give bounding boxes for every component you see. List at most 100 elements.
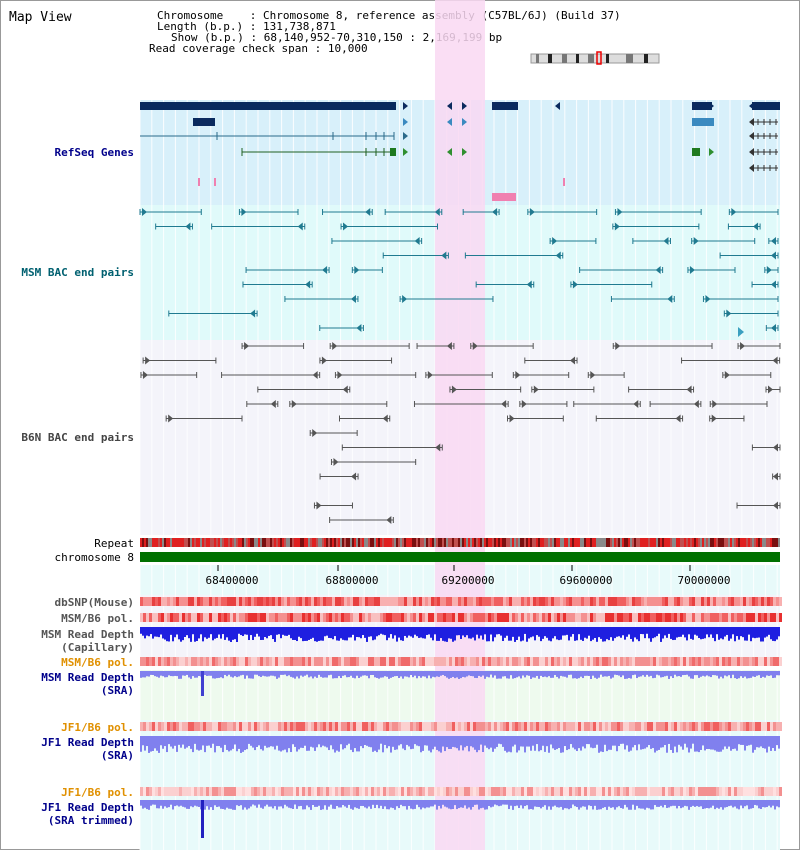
repeat-bar (612, 538, 614, 547)
repeat-bar (420, 538, 422, 547)
repeat-bar (386, 538, 388, 547)
jf1-pol-cell (674, 722, 677, 731)
jf1-sra-depth-bar (224, 736, 226, 745)
msm-sra-depth-bar (664, 671, 666, 677)
repeat-bar (288, 538, 290, 547)
dbsnp-cell (644, 597, 647, 606)
repeat-bar (196, 538, 198, 547)
msm-pol2-cell (614, 657, 617, 666)
dbsnp-cell (767, 597, 770, 606)
jf1-sra-depth-bar (486, 736, 488, 748)
jf1-pol2-cell (266, 787, 269, 796)
jf1-sra-depth-bar (140, 736, 142, 752)
dbsnp-cell (746, 597, 749, 606)
msm-cap-depth-bar (236, 627, 238, 642)
repeat-bar (608, 538, 610, 547)
msm-cap-depth-bar (560, 627, 562, 640)
msm-pol-cell (635, 613, 638, 622)
msm-pol-cell (737, 613, 740, 622)
jf1-pol2-cell (548, 787, 551, 796)
jf1-sra-depth-bar (464, 736, 466, 748)
jf1-pol2-cell (221, 787, 224, 796)
jf1-trim-depth-bar (472, 800, 474, 807)
jf1-pol2-cell (203, 787, 206, 796)
jf1-pol-cell (383, 722, 386, 731)
msm-cap-depth-bar (582, 627, 584, 641)
msm-pol2-cell (149, 657, 152, 666)
repeat-bar (368, 538, 370, 547)
jf1-pol-cell (335, 722, 338, 731)
jf1-trim-depth-bar (698, 800, 700, 807)
gene-arrow (446, 342, 452, 350)
dbsnp-cell (494, 597, 497, 606)
jf1-pol2-cell (632, 787, 635, 796)
jf1-pol-cell (272, 722, 275, 731)
jf1-sra-depth-bar (678, 736, 680, 745)
msm-cap-depth-bar (756, 627, 758, 638)
jf1-trim-depth-bar (596, 800, 598, 810)
msm-sra-depth-bar (678, 671, 680, 677)
jf1-sra-depth-bar (166, 736, 168, 753)
repeat-bar (382, 538, 384, 547)
track-label-jf1-depth-sra: JF1 Read Depth (41, 736, 134, 749)
jf1-pol2-cell (167, 787, 170, 796)
jf1-trim-depth-bar (714, 800, 716, 810)
jf1-pol-cell (185, 722, 188, 731)
jf1-pol-cell (509, 722, 512, 731)
jf1-trim-depth-bar (232, 800, 234, 810)
jf1-pol2-cell (227, 787, 230, 796)
msm-sra-depth-bar (206, 671, 208, 676)
jf1-sra-depth-bar (206, 736, 208, 746)
dbsnp-cell (443, 597, 446, 606)
repeat-bar (548, 538, 550, 547)
jf1-trim-depth-bar (222, 800, 224, 810)
msm-pol2-cell (407, 657, 410, 666)
jf1-pol-cell (479, 722, 482, 731)
msm-pol-cell (143, 613, 146, 622)
jf1-pol2-cell (698, 787, 701, 796)
jf1-pol2-cell (368, 787, 371, 796)
jf1-sra-depth-bar (664, 736, 666, 746)
jf1-trim-depth-bar (288, 800, 290, 808)
track-label-chromosome: chromosome 8 (54, 551, 134, 564)
repeat-bar (478, 538, 480, 547)
msm-cap-depth-bar (502, 627, 504, 641)
jf1-sra-depth-bar (632, 736, 634, 748)
msm-pol2-cell (737, 657, 740, 666)
jf1-pol2-cell (764, 787, 767, 796)
msm-sra-depth-bar (676, 671, 678, 677)
gene-arrow (590, 371, 596, 379)
msm-pol-cell (455, 613, 458, 622)
msm-sra-depth-bar (188, 671, 190, 678)
msm-cap-depth-bar (348, 627, 350, 638)
jf1-sra-depth-bar (680, 736, 682, 747)
msm-cap-depth-bar (290, 627, 292, 639)
jf1-trim-depth-bar (560, 800, 562, 807)
jf1-pol2-cell (731, 787, 734, 796)
jf1-trim-depth-bar (468, 800, 470, 808)
jf1-sra-depth-bar (308, 736, 310, 751)
jf1-pol2-cell (605, 787, 608, 796)
msm-cap-depth-bar (404, 627, 406, 636)
jf1-trim-depth-bar (214, 800, 216, 806)
msm-pol-cell (743, 613, 746, 622)
msm-cap-depth-bar (772, 627, 774, 641)
msm-pol-cell (263, 613, 266, 622)
jf1-trim-depth-bar (286, 800, 288, 807)
jf1-sra-depth-bar (262, 736, 264, 751)
msm-pol2-cell (605, 657, 608, 666)
jf1-trim-depth-bar (228, 800, 230, 809)
gene-arrow (145, 356, 151, 365)
msm-pol-cell (761, 613, 764, 622)
dbsnp-cell (470, 597, 473, 606)
jf1-trim-depth-bar (564, 800, 566, 809)
jf1-pol2-cell (398, 787, 401, 796)
msm-sra-depth-bar (674, 671, 676, 675)
jf1-trim-depth-bar (612, 800, 614, 808)
msm-sra-depth-bar (744, 671, 746, 677)
dbsnp-cell (509, 597, 512, 606)
msm-cap-depth-bar (356, 627, 358, 638)
msm-cap-depth-bar (444, 627, 446, 642)
msm-pol2-cell (317, 657, 320, 666)
